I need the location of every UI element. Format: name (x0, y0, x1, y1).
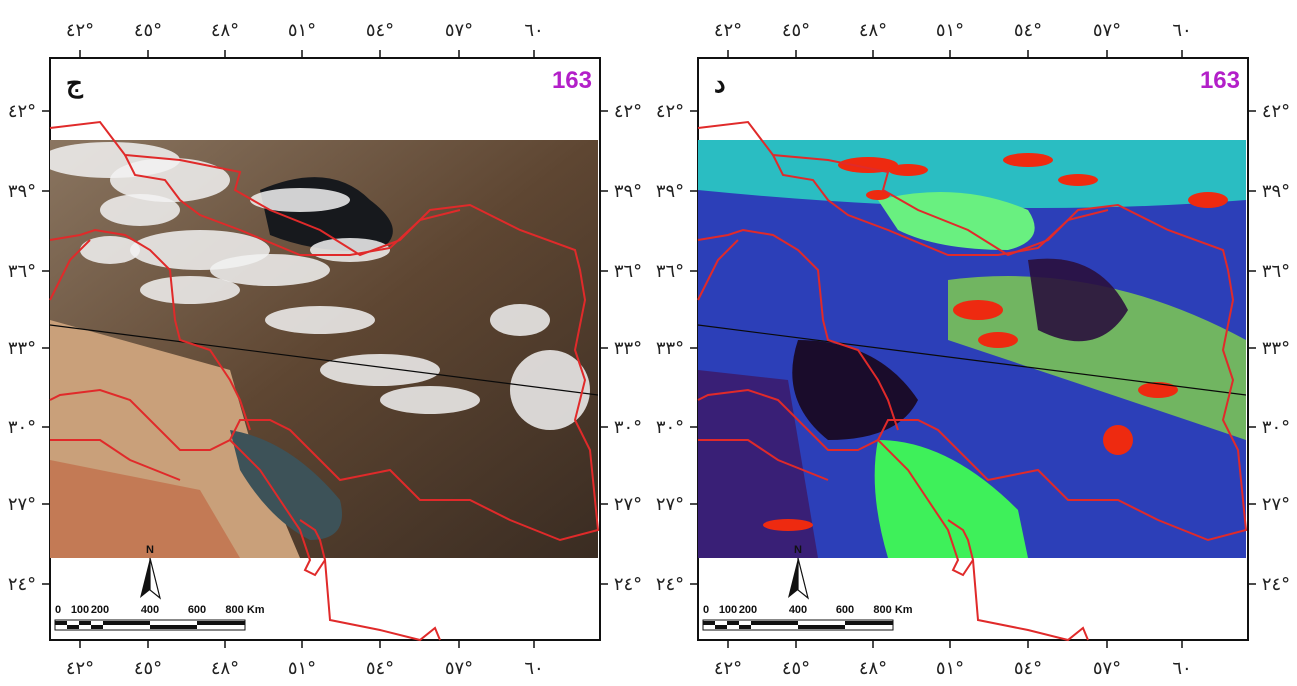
scale-label: 200 (739, 604, 757, 616)
north-label: N (794, 544, 802, 556)
bottom-tick-label: ٥٧° (1093, 658, 1121, 679)
bottom-tick-label: ٥١° (936, 658, 964, 679)
map-svg-left: ٤٢° ٤٥° ٤٨° ٥١° ٥٤° ٥٧° ٦٠ ٤٢° ٤٥° ٤٨° ٥١° ٥٤° ٥٧° ٦٠… (8, 20, 642, 679)
right-tick-label: ٣٠° (1262, 417, 1290, 438)
left-tick-label: ٢٧° (656, 494, 684, 515)
right-tick-label: ٤٢° (614, 101, 642, 122)
left-tick-label: ٢٤° (656, 574, 684, 595)
top-tick-label: ٤٨° (859, 20, 887, 41)
left-tick-label: ٢٤° (8, 574, 36, 595)
bottom-tick-label: ٦٠ (524, 658, 543, 679)
right-tick-label: ٢٤° (614, 574, 642, 595)
bottom-tick-label: ٤٨° (859, 658, 887, 679)
top-tick-label: ٥٤° (1014, 20, 1042, 41)
scale-label: 200 (91, 604, 109, 616)
bottom-tick-label: ٥٤° (1014, 658, 1042, 679)
north-label: N (146, 544, 154, 556)
top-tick-label: ٦٠ (1172, 20, 1191, 41)
left-tick-label: ٣٠° (8, 417, 36, 438)
bottom-tick-label: ٤٨° (211, 658, 239, 679)
bottom-tick-label: ٤٥° (134, 658, 162, 679)
bottom-tick-label: ٤٢° (714, 658, 742, 679)
top-tick-label: ٤٢° (714, 20, 742, 41)
bottom-tick-label: ٥١° (288, 658, 316, 679)
panel-letter: ج (66, 69, 84, 99)
day-label: 163 (1200, 67, 1240, 94)
scale-bar: 0 100 200 400 600 800 Km (54, 604, 265, 631)
left-tick-label: ٣٣° (656, 338, 684, 359)
right-tick-label: ٣٩° (614, 181, 642, 202)
right-tick-label: ٢٤° (1262, 574, 1290, 595)
scale-label: 0 (703, 604, 709, 616)
bottom-tick-label: ٥٧° (445, 658, 473, 679)
left-tick-label: ٤٢° (656, 101, 684, 122)
scale-label: 400 (141, 604, 159, 616)
left-tick-label: ٤٢° (8, 101, 36, 122)
right-tick-label: ٤٢° (1262, 101, 1290, 122)
bottom-tick-label: ٦٠ (1172, 658, 1191, 679)
top-tick-label: ٦٠ (524, 20, 543, 41)
left-tick-label: ٣٩° (8, 181, 36, 202)
top-tick-label: ٤٢° (66, 20, 94, 41)
top-tick-label: ٤٥° (782, 20, 810, 41)
right-tick-label: ٢٧° (1262, 494, 1290, 515)
map-svg-right: ٤٢° ٤٥° ٤٨° ٥١° ٥٤° ٥٧° ٦٠ ٤٢° ٤٥° ٤٨° ٥١° ٥٤° ٥٧° ٦٠… (656, 20, 1290, 679)
map-panel-left: ٤٢° ٤٥° ٤٨° ٥١° ٥٤° ٥٧° ٦٠ ٤٢° ٤٥° ٤٨° ٥١° ٥٤° ٥٧° ٦٠… (0, 0, 648, 686)
top-tick-label: ٥١° (936, 20, 964, 41)
north-arrow-icon: N (140, 544, 162, 600)
scale-label: 800 Km (225, 604, 264, 616)
scale-label: 400 (789, 604, 807, 616)
scale-label: 600 (836, 604, 854, 616)
bottom-tick-label: ٥٤° (366, 658, 394, 679)
right-tick-label: ٣٦° (614, 261, 642, 282)
top-tick-label: ٥١° (288, 20, 316, 41)
left-tick-label: ٣٣° (8, 338, 36, 359)
bottom-tick-label: ٤٥° (782, 658, 810, 679)
top-tick-label: ٥٧° (1093, 20, 1121, 41)
satellite-imagery (50, 140, 598, 558)
scale-label: 100 (71, 604, 89, 616)
scale-bar: 0 100 200 400 600 800 Km (702, 604, 913, 631)
left-tick-label: ٢٧° (8, 494, 36, 515)
right-tick-label: ٣٣° (1262, 338, 1290, 359)
right-tick-label: ٣٦° (1262, 261, 1290, 282)
scale-label: 0 (55, 604, 61, 616)
bottom-tick-label: ٤٢° (66, 658, 94, 679)
right-tick-label: ٢٧° (614, 494, 642, 515)
left-tick-label: ٣٦° (8, 261, 36, 282)
left-tick-label: ٣٩° (656, 181, 684, 202)
top-tick-label: ٥٤° (366, 20, 394, 41)
panel-letter: د (714, 69, 726, 99)
top-tick-label: ٤٨° (211, 20, 239, 41)
day-label: 163 (552, 67, 592, 94)
top-tick-label: ٥٧° (445, 20, 473, 41)
right-tick-label: ٣٠° (614, 417, 642, 438)
top-tick-label: ٤٥° (134, 20, 162, 41)
left-tick-label: ٣٠° (656, 417, 684, 438)
satellite-imagery (698, 140, 1246, 558)
left-tick-label: ٣٦° (656, 261, 684, 282)
scale-label: 600 (188, 604, 206, 616)
right-tick-label: ٣٣° (614, 338, 642, 359)
scale-label: 800 Km (873, 604, 912, 616)
north-arrow-icon: N (788, 544, 810, 600)
scale-label: 100 (719, 604, 737, 616)
right-tick-label: ٣٩° (1262, 181, 1290, 202)
map-panel-right: ٤٢° ٤٥° ٤٨° ٥١° ٥٤° ٥٧° ٦٠ ٤٢° ٤٥° ٤٨° ٥١° ٥٤° ٥٧° ٦٠… (648, 0, 1297, 686)
